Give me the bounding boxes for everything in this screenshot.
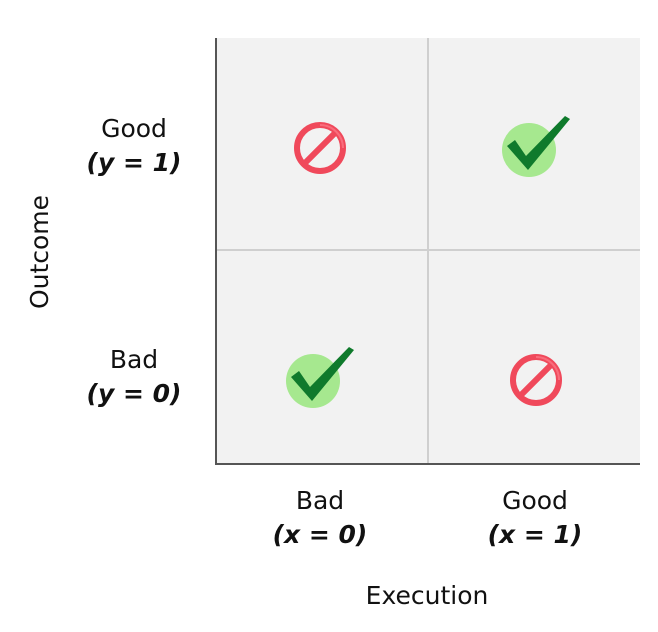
x-tick-label: Bad xyxy=(295,486,345,515)
prohibited-icon xyxy=(294,122,346,174)
x-tick-good: Good (x = 1) xyxy=(455,484,615,552)
y-tick-label: Bad xyxy=(109,345,159,374)
grid-divider-vertical xyxy=(427,38,429,464)
check-icon xyxy=(502,116,570,177)
check-icon xyxy=(286,347,354,408)
prohibited-icon xyxy=(510,354,562,406)
y-tick-value: (y = 1) xyxy=(86,148,182,177)
y-tick-label: Good xyxy=(101,114,167,143)
x-axis-title: Execution xyxy=(365,581,489,610)
y-tick-value: (y = 0) xyxy=(86,379,182,408)
grid-divider-horizontal xyxy=(216,249,640,251)
x-tick-value: (x = 1) xyxy=(487,520,583,549)
x-tick-label: Good xyxy=(502,486,568,515)
y-tick-bad: Bad (y = 0) xyxy=(54,343,214,411)
y-axis-title: Outcome xyxy=(25,194,54,310)
x-tick-bad: Bad (x = 0) xyxy=(240,484,400,552)
x-axis-line xyxy=(215,463,640,465)
x-tick-value: (x = 0) xyxy=(272,520,368,549)
y-tick-good: Good (y = 1) xyxy=(54,112,214,180)
y-axis-line xyxy=(215,38,217,465)
